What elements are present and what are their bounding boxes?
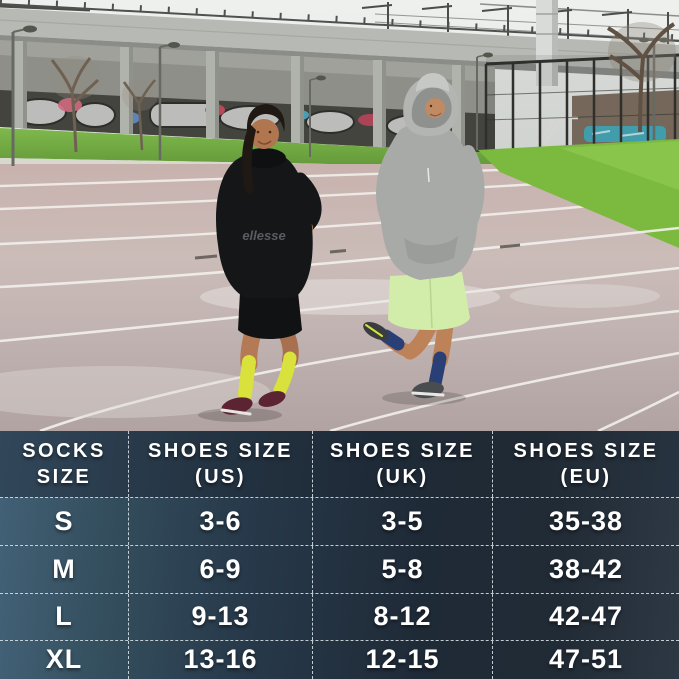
cell-eu: 42-47 bbox=[548, 601, 624, 632]
cell-us: 3-6 bbox=[129, 498, 313, 545]
cell-size: L bbox=[0, 594, 129, 640]
background-right bbox=[536, 0, 679, 152]
cell-size: M bbox=[0, 546, 129, 593]
lamp-posts bbox=[11, 25, 669, 166]
cell-uk: 5-8 bbox=[313, 546, 493, 593]
table-row-l: L 9-13 8-12 42-47 bbox=[0, 593, 679, 640]
runners-photo: ellesse bbox=[0, 0, 679, 431]
cell-eu: 47-51 bbox=[548, 644, 624, 675]
cell-uk: 3-5 bbox=[313, 498, 493, 545]
header-socks-size: SOCKS SIZE bbox=[0, 431, 129, 497]
table-row-s: S 3-6 3-5 35-38 bbox=[0, 497, 679, 545]
cell-eu: 38-42 bbox=[548, 553, 624, 584]
header-shoes-size-us: SHOES SIZE (US) bbox=[129, 431, 313, 497]
sports-cage bbox=[484, 53, 679, 152]
cell-eu: 35-38 bbox=[548, 505, 624, 536]
graffiti-wall bbox=[0, 40, 495, 153]
runner-man bbox=[363, 73, 485, 405]
runner-woman: ellesse bbox=[198, 104, 322, 422]
table-header-row: SOCKS SIZE SHOES SIZE (US) SHOES SIZE (U… bbox=[0, 431, 679, 497]
header-shoes-size-uk: SHOES SIZE (UK) bbox=[313, 431, 493, 497]
cell-size: XL bbox=[0, 641, 129, 679]
track-marks bbox=[194, 243, 521, 260]
jacket-brand-text: ellesse bbox=[242, 228, 285, 243]
size-chart-table: SOCKS SIZE SHOES SIZE (US) SHOES SIZE (U… bbox=[0, 431, 679, 679]
green-field bbox=[478, 139, 679, 248]
table-row-m: M 6-9 5-8 38-42 bbox=[0, 545, 679, 593]
cell-us: 13-16 bbox=[129, 641, 313, 679]
cell-uk: 12-15 bbox=[313, 641, 493, 679]
trees bbox=[49, 22, 676, 153]
cell-uk: 8-12 bbox=[313, 594, 493, 640]
cell-us: 6-9 bbox=[129, 546, 313, 593]
photo-scene: ellesse bbox=[0, 0, 679, 431]
cell-size: S bbox=[0, 498, 129, 545]
cell-us: 9-13 bbox=[129, 594, 313, 640]
header-shoes-size-eu: SHOES SIZE (EU) bbox=[513, 440, 659, 488]
table-row-xl: XL 13-16 12-15 47-51 bbox=[0, 640, 679, 679]
